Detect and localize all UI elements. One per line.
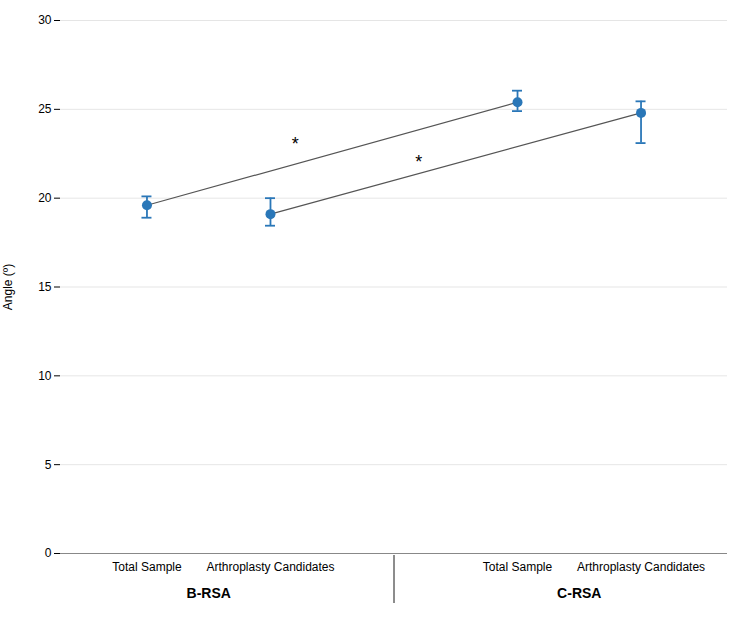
svg-text:Arthroplasty Candidates: Arthroplasty Candidates — [206, 560, 334, 574]
svg-text:*: * — [292, 134, 299, 154]
svg-text:B-RSA: B-RSA — [187, 585, 231, 601]
svg-text:5: 5 — [45, 458, 52, 472]
svg-text:Total Sample: Total Sample — [112, 560, 182, 574]
svg-text:30: 30 — [38, 13, 52, 27]
svg-text:Angle (º): Angle (º) — [1, 264, 15, 310]
svg-text:0: 0 — [45, 546, 52, 560]
svg-text:15: 15 — [38, 280, 52, 294]
svg-text:10: 10 — [38, 369, 52, 383]
svg-text:Total Sample: Total Sample — [483, 560, 553, 574]
svg-text:25: 25 — [38, 102, 52, 116]
svg-text:*: * — [415, 152, 422, 172]
svg-text:C-RSA: C-RSA — [557, 585, 601, 601]
svg-text:Arthroplasty Candidates: Arthroplasty Candidates — [577, 560, 705, 574]
svg-text:20: 20 — [38, 191, 52, 205]
